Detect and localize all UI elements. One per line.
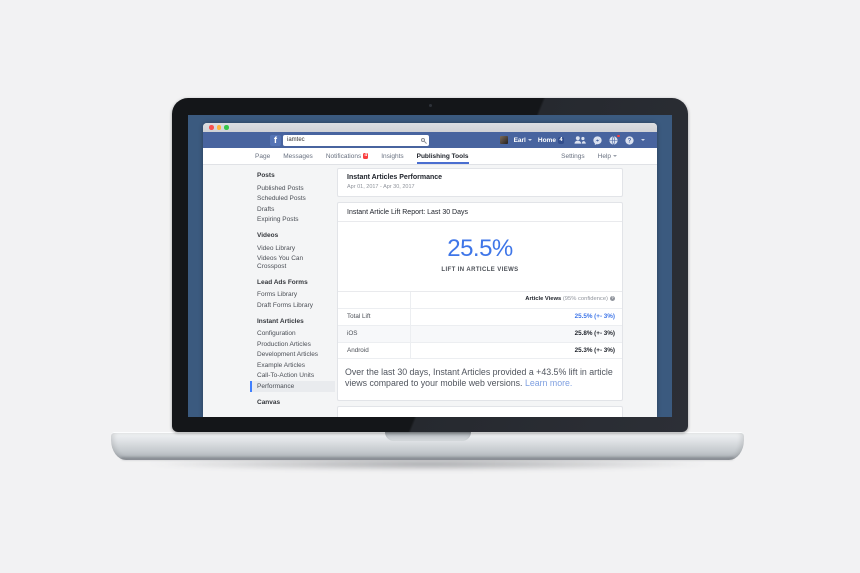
messenger-icon bbox=[593, 135, 602, 145]
tab-settings[interactable]: Settings bbox=[561, 152, 585, 160]
lift-table: Article Views (95% confidence)? Total Li… bbox=[338, 290, 622, 359]
search-input[interactable]: iamtec bbox=[287, 137, 305, 143]
browser-window: f iamtec Earl Home 4 bbox=[203, 123, 657, 417]
table-row-ios: iOS 25.8% (+- 3%) bbox=[338, 324, 622, 342]
sidebar-header-posts: Posts bbox=[257, 172, 275, 179]
notifications-count-badge: 4 bbox=[363, 153, 369, 159]
notification-badge bbox=[616, 133, 621, 138]
sidebar-item-published-posts[interactable]: Published Posts bbox=[257, 184, 304, 192]
sidebar-header-instant-articles: Instant Articles bbox=[257, 317, 304, 325]
notifications-button[interactable] bbox=[609, 133, 621, 145]
learn-more-link[interactable]: Learn more. bbox=[524, 378, 573, 388]
lift-stat-value: 25.5% bbox=[447, 234, 513, 262]
help-button[interactable]: ? bbox=[625, 135, 634, 145]
lift-report-title: Instant Article Lift Report: Last 30 Day… bbox=[338, 203, 622, 222]
page-title: Instant Articles Performance bbox=[347, 174, 443, 181]
webcam-icon bbox=[428, 104, 432, 107]
page-admin-tabs: Page Messages Notifications 4 Insights P… bbox=[203, 148, 657, 165]
tab-notifications[interactable]: Notifications 4 bbox=[325, 152, 369, 160]
next-card-cutoff bbox=[337, 405, 623, 417]
laptop-base bbox=[111, 432, 744, 460]
search-box[interactable]: iamtec bbox=[283, 134, 429, 146]
lid-opening-notch bbox=[384, 432, 471, 441]
table-row-total-lift: Total Lift 25.5% (+- 3%) bbox=[338, 307, 622, 325]
topbar-right-cluster: Earl Home 4 bbox=[499, 133, 657, 145]
lift-stat-label: LIFT IN ARTICLE VIEWS bbox=[441, 266, 519, 273]
info-icon[interactable]: ? bbox=[610, 296, 615, 302]
close-window-button[interactable] bbox=[209, 125, 214, 130]
sidebar-header-lead-ads-forms: Lead Ads Forms bbox=[257, 278, 308, 286]
sidebar-item-production-articles[interactable]: Production Articles bbox=[257, 340, 311, 348]
minimize-window-button[interactable] bbox=[216, 125, 221, 130]
sidebar-item-example-articles[interactable]: Example Articles bbox=[257, 361, 306, 369]
sidebar-item-drafts[interactable]: Drafts bbox=[257, 205, 275, 213]
avatar[interactable] bbox=[499, 136, 508, 144]
sidebar-header-videos: Videos bbox=[257, 232, 279, 239]
laptop-shadow bbox=[95, 456, 760, 472]
sidebar-item-forms-library[interactable]: Forms Library bbox=[257, 291, 298, 298]
sidebar-item-expiring-posts[interactable]: Expiring Posts bbox=[257, 216, 299, 223]
tab-publishing-tools[interactable]: Publishing Tools bbox=[416, 148, 469, 164]
tab-messages[interactable]: Messages bbox=[283, 152, 313, 160]
lift-table-header-cell: Article Views (95% confidence)? bbox=[525, 296, 615, 303]
notifications-globe-icon bbox=[609, 135, 618, 145]
lift-stat: 25.5% LIFT IN ARTICLE VIEWS bbox=[338, 222, 622, 291]
lift-table-header-row: Article Views (95% confidence)? bbox=[338, 291, 622, 308]
svg-text:?: ? bbox=[628, 138, 632, 144]
home-label: Home bbox=[537, 136, 556, 144]
lift-table-header-spacer bbox=[338, 291, 411, 308]
publishing-tools-sidebar: Posts Published Posts Scheduled Posts Dr… bbox=[203, 165, 335, 417]
sidebar-item-scheduled-posts[interactable]: Scheduled Posts bbox=[257, 195, 306, 202]
profile-menu[interactable]: Earl bbox=[514, 137, 532, 144]
window-titlebar bbox=[203, 123, 657, 132]
table-row-android: Android 25.3% (+- 3%) bbox=[338, 341, 622, 359]
tab-insights[interactable]: Insights bbox=[381, 152, 404, 160]
jewel-icons: ? bbox=[574, 133, 645, 145]
tab-help[interactable]: Help bbox=[598, 148, 617, 164]
performance-header-card: Instant Articles Performance Apr 01, 201… bbox=[337, 168, 623, 197]
friend-requests-button[interactable] bbox=[574, 136, 586, 144]
desktop-background: f iamtec Earl Home 4 bbox=[188, 115, 672, 417]
sidebar-item-call-to-action-units[interactable]: Call-To-Action Units bbox=[257, 372, 315, 379]
messenger-button[interactable] bbox=[593, 135, 602, 145]
tab-page[interactable]: Page bbox=[255, 152, 271, 160]
profile-name: Earl bbox=[513, 136, 526, 144]
performance-main-panel: Instant Articles Performance Apr 01, 201… bbox=[337, 165, 623, 417]
help-icon: ? bbox=[625, 135, 634, 145]
search-icon[interactable] bbox=[421, 138, 425, 142]
lift-summary-text: Over the last 30 days, Instant Articles … bbox=[345, 366, 613, 389]
friends-icon bbox=[574, 136, 586, 144]
sidebar-item-performance[interactable]: Performance bbox=[250, 381, 335, 392]
sidebar-header-canvas: Canvas bbox=[257, 398, 281, 406]
chevron-down-icon bbox=[613, 155, 617, 157]
sidebar-item-draft-forms-library[interactable]: Draft Forms Library bbox=[257, 301, 313, 309]
date-range: Apr 01, 2017 - Apr 30, 2017 bbox=[347, 183, 415, 190]
facebook-top-bar: f iamtec Earl Home 4 bbox=[203, 132, 657, 148]
lift-report-card: Instant Article Lift Report: Last 30 Day… bbox=[337, 201, 623, 401]
home-link[interactable]: Home 4 bbox=[537, 136, 564, 144]
home-badge: 4 bbox=[557, 136, 564, 144]
zoom-window-button[interactable] bbox=[224, 125, 229, 130]
lift-summary: Over the last 30 days, Instant Articles … bbox=[338, 359, 622, 400]
facebook-logo[interactable]: f bbox=[270, 134, 281, 146]
laptop-screen-bezel: f iamtec Earl Home 4 bbox=[172, 98, 688, 432]
chevron-down-icon bbox=[527, 139, 532, 141]
sidebar-item-development-articles[interactable]: Development Articles bbox=[257, 351, 319, 358]
chevron-down-icon[interactable] bbox=[641, 139, 645, 141]
sidebar-item-videos-you-can-crosspost[interactable]: Videos You Can Crosspost bbox=[257, 255, 304, 270]
publishing-tools-content: Posts Published Posts Scheduled Posts Dr… bbox=[203, 165, 657, 417]
sidebar-item-video-library[interactable]: Video Library bbox=[257, 244, 296, 252]
tabs-right: Settings Help bbox=[548, 148, 657, 164]
sidebar-item-configuration[interactable]: Configuration bbox=[257, 330, 296, 337]
